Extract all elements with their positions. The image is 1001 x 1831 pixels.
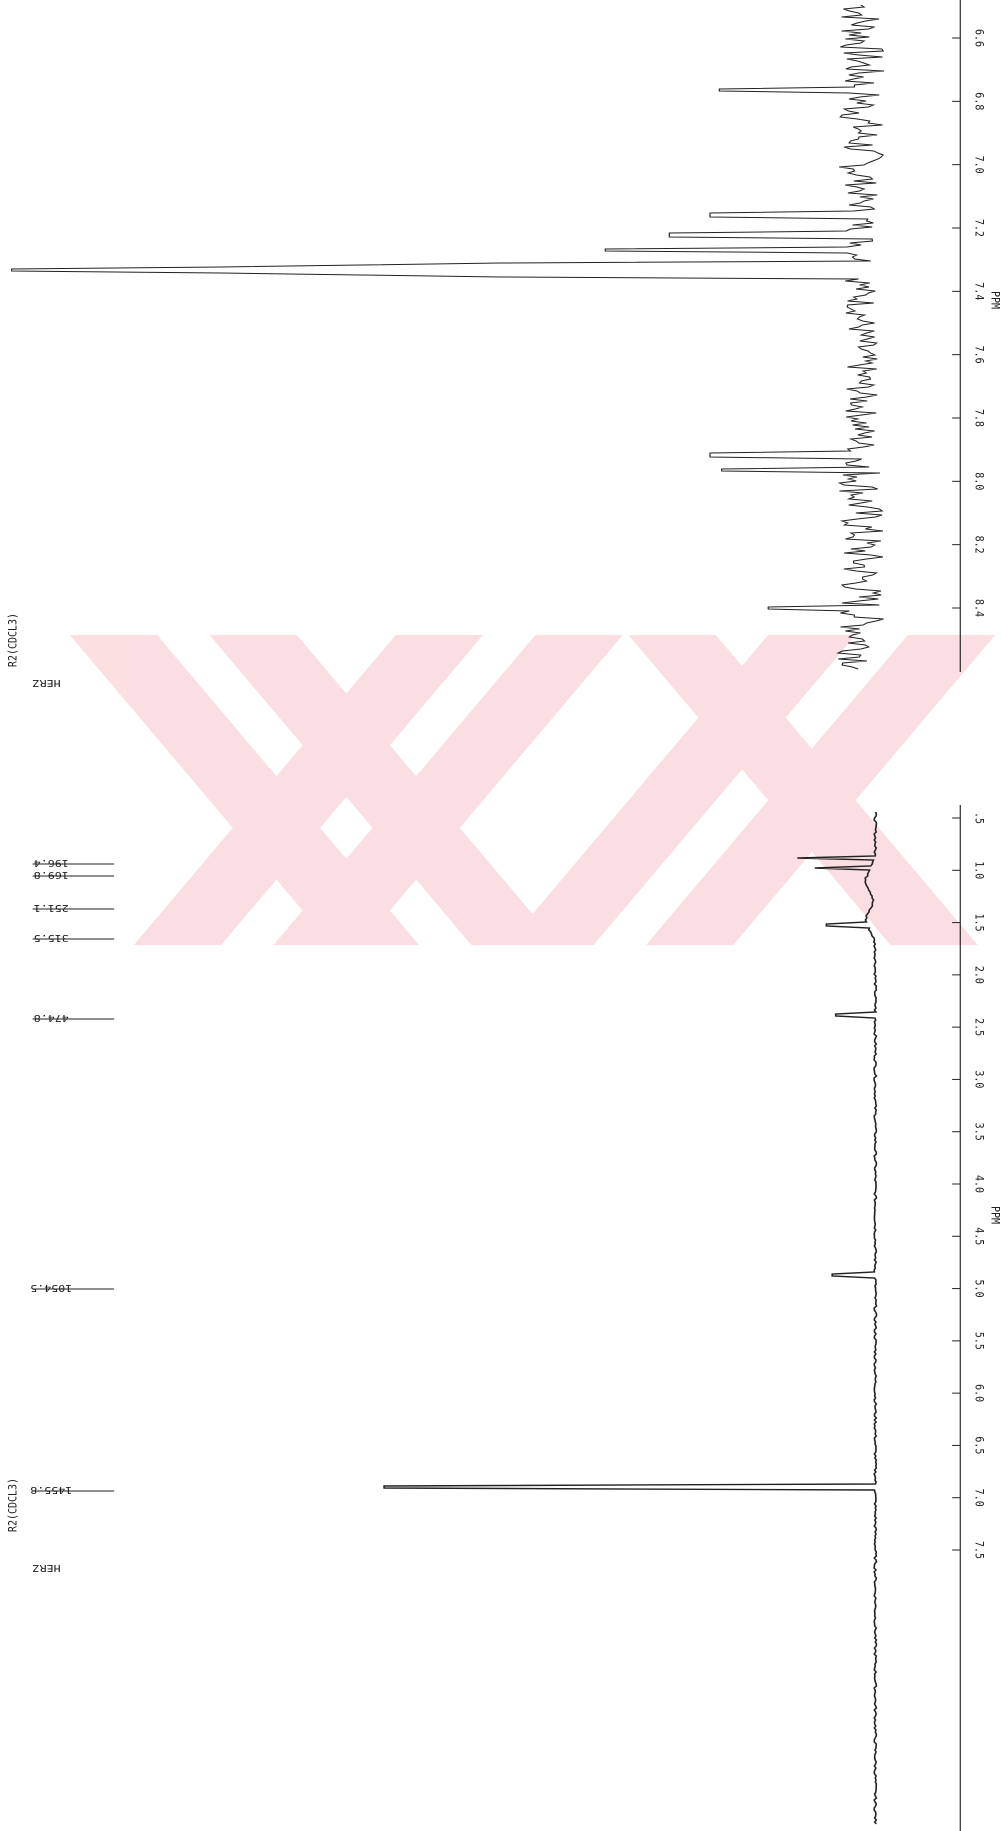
peak-label: 169.8: [34, 869, 69, 881]
tick-label: 1.5: [972, 914, 986, 932]
tick-label: 6.5: [972, 1436, 986, 1454]
tick-label: 5.5: [972, 1332, 986, 1350]
axis-label: PPM: [988, 291, 1001, 309]
top-spectrum-trace: [12, 5, 884, 669]
solvent-label: R2(CDCL3): [6, 613, 20, 667]
watermark: [70, 635, 995, 945]
axis-label: PPM: [988, 1206, 1001, 1224]
tick-label: 7.0: [972, 1489, 986, 1507]
tick-label: 7.6: [972, 346, 986, 364]
tick-label: 7.0: [972, 156, 986, 174]
peak-label: 1455.8: [30, 1484, 72, 1496]
tick-label: .5: [972, 812, 986, 824]
bottom-spectrum-trace: [384, 812, 876, 1824]
tick-label: 6.6: [972, 29, 986, 47]
peak-label: 474.8: [34, 1012, 69, 1024]
tick-label: 2.0: [972, 966, 986, 984]
peak-label: 315.5: [34, 932, 69, 944]
tick-label: 5.0: [972, 1280, 986, 1298]
peak-label: 251.1: [34, 902, 69, 914]
peak-label: 1054.5: [30, 1282, 72, 1294]
tick-label: 7.5: [972, 1541, 986, 1559]
solvent-label: R2(CDCL3): [6, 1478, 20, 1532]
tick-label: 1.0: [972, 861, 986, 879]
tick-label: 8.0: [972, 472, 986, 490]
tick-label: 3.5: [972, 1123, 986, 1141]
tick-label: 7.2: [972, 219, 986, 237]
peak-label: 196.4: [33, 857, 69, 869]
tick-label: 6.8: [972, 92, 986, 110]
tick-label: 7.8: [972, 409, 986, 427]
tick-label: 8.2: [972, 536, 986, 554]
tick-label: 3.0: [972, 1070, 986, 1088]
tick-label: 6.0: [972, 1384, 986, 1402]
unit-label: HERZ: [32, 1562, 61, 1574]
unit-label: HERZ: [32, 677, 61, 689]
tick-label: 4.0: [972, 1175, 986, 1193]
tick-label: 4.5: [972, 1227, 986, 1245]
tick-label: 2.5: [972, 1018, 986, 1036]
spectra-page: R2(CDCL3) HERZ R2(CDCL3) HERZ PPM PPM 6.…: [0, 0, 1001, 1831]
tick-label: 8.4: [972, 599, 986, 617]
tick-label: 7.4: [972, 282, 986, 300]
